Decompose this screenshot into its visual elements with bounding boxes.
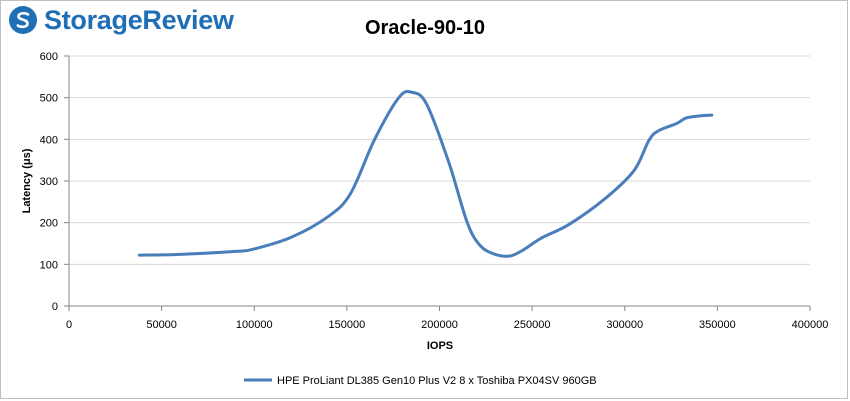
y-tick-label: 500 bbox=[40, 93, 58, 105]
y-tick-label: 600 bbox=[40, 51, 58, 63]
x-tick-label: 200000 bbox=[421, 319, 458, 331]
x-tick-label: 350000 bbox=[699, 319, 736, 331]
y-tick-label: 200 bbox=[40, 218, 58, 230]
series bbox=[137, 89, 714, 258]
x-tick-label: 100000 bbox=[236, 319, 273, 331]
chart-title: Oracle-90-10 bbox=[365, 17, 485, 39]
grid bbox=[69, 55, 810, 265]
x-tick-label: 150000 bbox=[329, 319, 366, 331]
x-tick-label: 0 bbox=[66, 319, 72, 331]
x-tick-label: 400000 bbox=[792, 319, 829, 331]
x-axis-label: IOPS bbox=[427, 340, 453, 352]
x-tick-label: 250000 bbox=[514, 319, 551, 331]
y-tick-label: 400 bbox=[40, 134, 58, 146]
y-axis-label: Latency (μs) bbox=[21, 148, 33, 213]
y-tick-label: 100 bbox=[40, 259, 58, 271]
legend: HPE ProLiant DL385 Gen10 Plus V2 8 x Tos… bbox=[244, 375, 597, 387]
brand-logo: StorageReview bbox=[8, 4, 234, 36]
y-tick-label: 0 bbox=[52, 301, 58, 313]
series-line bbox=[137, 89, 714, 258]
x-tick-label: 300000 bbox=[606, 319, 643, 331]
y-tick-label: 300 bbox=[40, 176, 58, 188]
brand-name: StorageReview bbox=[44, 4, 234, 35]
storagereview-logo-icon bbox=[9, 6, 37, 34]
x-tick-label: 50000 bbox=[146, 319, 177, 331]
tick-labels: 0 100 200 300 400 500 600 0 50000 100000 150000 200… bbox=[40, 51, 829, 331]
legend-label: HPE ProLiant DL385 Gen10 Plus V2 8 x Tos… bbox=[277, 375, 597, 387]
axes bbox=[64, 55, 811, 311]
